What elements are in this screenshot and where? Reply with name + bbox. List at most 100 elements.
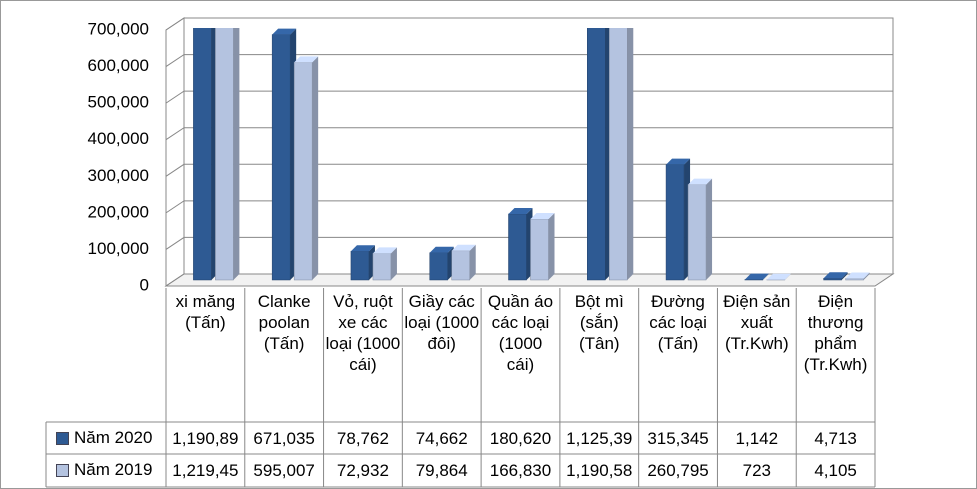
x-tick-label: Vỏ, ruột xe các loại (1000 cái) [325,292,401,374]
bar [766,273,791,281]
bar-side [233,28,240,280]
bar-top [272,28,297,35]
bar-front [665,164,685,281]
bar-side [863,272,870,280]
bar [193,28,218,281]
y-tick-label: 700,000 [88,19,149,38]
bar-front [451,250,470,281]
legend-swatch [56,431,69,445]
bar-front [587,28,606,281]
grid-line [165,90,893,104]
bar-top [350,245,375,252]
legend-swatch [56,463,69,477]
grid-line [165,17,893,31]
bar [587,28,612,281]
y-tick-label: 600,000 [88,56,149,75]
bar-top [766,273,791,280]
bar-front [609,28,628,281]
grid-line [165,54,893,67]
bar-front [293,62,313,281]
bar-front [372,253,392,281]
bar-front [687,184,707,281]
grid-line [165,163,893,177]
y-tick-label: 400,000 [88,129,149,148]
bar [687,178,713,281]
bar-side [469,244,476,280]
bars [193,28,870,281]
bar [293,56,319,281]
x-tick-label: Điện thương phẩm (Tr.Kwh) [803,292,868,374]
x-tick-label: Bột mì (sắn) (Tân) [574,292,624,353]
bar-top [451,244,476,251]
table-value: 315,345 [647,429,709,448]
bar-side [841,272,848,280]
table-value: 671,035 [253,429,315,448]
table-value: 1,190,58 [566,461,633,480]
bar-front [215,28,234,281]
bar-top [530,212,555,219]
bar-front [271,34,291,281]
table-value: 78,762 [336,429,389,448]
table-value: 166,830 [489,461,552,480]
bar [609,28,634,281]
grid-line [165,127,893,141]
table-value: 74,662 [415,429,468,448]
legend-entry: Năm 2020 [56,422,152,454]
bar-top [372,247,397,254]
bar-front [845,278,864,281]
bar [372,247,397,281]
bar-side [706,178,713,280]
bar-side [312,56,319,280]
bar-top [845,272,870,279]
side-wall [165,17,185,287]
bar [845,272,870,281]
bar-top [823,272,848,279]
table-value: 1,142 [735,429,779,448]
bar-front [508,213,527,281]
y-tick-label: 300,000 [88,166,149,185]
bar-top [688,178,713,185]
bar [350,245,375,281]
bar [508,207,533,281]
x-tick-label: Clanke poolan (Tấn) [257,292,311,353]
x-tick-label: Điện sản xuất (Tr.Kwh) [723,292,791,353]
bar-front [530,218,549,281]
bar-side [548,212,555,280]
bar [823,272,848,281]
bar-top [508,207,533,214]
table-value: 260,795 [647,461,709,480]
grid-line [165,236,893,250]
bar [271,28,297,281]
legend-label: Năm 2019 [74,460,153,479]
grid-line [165,273,893,287]
table-value: 79,864 [415,461,468,480]
bar [429,246,454,281]
bar-front [429,252,448,281]
bar-top [294,56,319,63]
bar-front [193,28,212,281]
y-tick-label: 500,000 [88,93,149,112]
bar-side [784,273,791,280]
grid-line [165,200,893,214]
bar-top [666,158,691,165]
table-value: 1,190,89 [172,429,239,448]
table-value: 723 [742,461,771,480]
y-tick-label: 100,000 [88,239,149,258]
bar [215,28,240,281]
x-tick-label: Giầy các loại (1000 đôi) [404,292,480,353]
legend-label: Năm 2020 [74,428,153,447]
x-tick-label: Quần áo các loại (1000 cái) [487,292,554,374]
bar-side [627,28,634,280]
y-tick-label: 0 [140,275,149,294]
bar-front [350,250,370,281]
bar-side [390,247,397,280]
bar [744,273,769,281]
bar-top [429,246,454,253]
bar-side [762,273,769,280]
bar [665,158,691,281]
legend-entry: Năm 2019 [56,454,152,486]
table-value: 1,125,39 [566,429,633,448]
bar [530,212,555,281]
